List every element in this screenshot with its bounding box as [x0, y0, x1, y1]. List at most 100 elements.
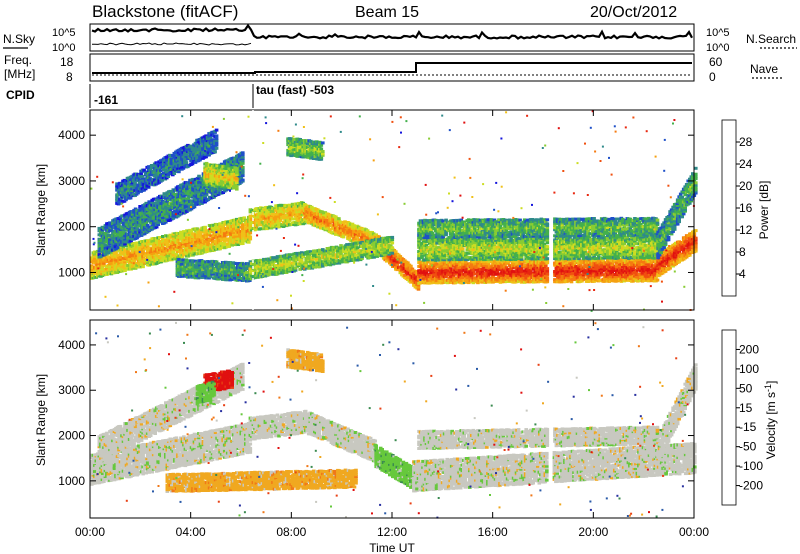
scatter-cell: [235, 217, 239, 221]
scatter-cell: [135, 251, 139, 255]
scatter-cell: [168, 256, 173, 260]
scatter-cell: [159, 241, 164, 245]
scatter-cell: [118, 257, 123, 261]
scatter-cell: [108, 264, 112, 268]
scatter-cell: [278, 218, 283, 222]
scatter-cell: [473, 272, 477, 276]
scatter-cell: [195, 242, 200, 246]
scatter-cell: [188, 228, 192, 232]
scatter-cell: [135, 241, 139, 245]
scatter-cell: [90, 264, 94, 268]
scatter-cell: [188, 251, 192, 255]
noise-sky-trace: [91, 23, 693, 40]
scatter-cell: [120, 263, 124, 267]
scatter-cell: [91, 274, 96, 278]
scatter-cell: [218, 222, 222, 226]
scatter-cell: [161, 235, 165, 238]
scatter-cell: [189, 230, 194, 234]
freq-label: Freq.: [4, 53, 32, 67]
scatter-cell: [210, 229, 215, 233]
scatter-cell: [133, 261, 138, 265]
scatter-cell: [200, 243, 204, 247]
scatter-cell: [115, 246, 120, 250]
scatter-cell: [235, 167, 239, 171]
scatter-cell: [235, 184, 239, 188]
scatter-cell: [235, 187, 239, 191]
scatter-cell: [218, 224, 222, 228]
scatter-cell: [194, 245, 198, 249]
scatter-cell: [214, 146, 219, 150]
scatter-cell: [123, 266, 127, 270]
scatter-cell: [105, 260, 109, 264]
scatter-cell: [144, 247, 148, 250]
scatter-cell: [127, 251, 132, 255]
scatter-cell: [231, 237, 236, 241]
scatter-cell: [100, 270, 105, 274]
scatter-cell: [109, 228, 114, 232]
scatter-cell: [130, 242, 135, 245]
scatter-cell: [142, 168, 146, 172]
scatter-cell: [171, 249, 176, 253]
scatter-cell: [154, 241, 159, 245]
scatter-cell: [147, 254, 151, 258]
scatter-cell: [227, 245, 231, 248]
scatter-cell: [204, 235, 209, 239]
nave-label: Nave: [750, 62, 778, 76]
scatter-cell: [180, 243, 185, 246]
scatter-cell: [241, 161, 245, 165]
scatter-cell: [106, 270, 111, 274]
scatter-cell: [173, 243, 177, 246]
cpid-segment-1: -161: [94, 93, 118, 107]
scatter-cell: [118, 255, 123, 259]
scatter-cell: [136, 255, 141, 259]
scatter-cell: [197, 243, 201, 247]
scatter-cell: [138, 253, 142, 257]
scatter-cell: [118, 259, 123, 263]
scatter-cell: [201, 260, 205, 264]
scatter-cell: [126, 263, 130, 267]
scatter-cell: [90, 267, 94, 271]
scatter-cell: [140, 175, 145, 178]
cpid-panel: CPID -161 tau (fast) -503: [6, 83, 334, 108]
scatter-cell: [158, 246, 162, 250]
scatter-cell: [241, 178, 245, 182]
scatter-cell: [142, 257, 147, 261]
scatter-cell: [221, 225, 225, 228]
frequency-panel: Freq. [MHz] 18 8 60 0 Nave: [4, 53, 782, 84]
noise-left-tick-top: 10^5: [52, 27, 76, 39]
noise-left-label: N.Sky: [3, 32, 35, 46]
scatter-cell: [183, 238, 188, 241]
frequency-trace: [92, 62, 692, 74]
scatter-cell: [159, 254, 164, 258]
scatter-cell: [185, 252, 189, 256]
nave-tick-bottom: 0: [709, 70, 716, 84]
scatter-cell: [241, 151, 245, 155]
scatter-cell: [124, 255, 129, 259]
scatter-cell: [195, 229, 200, 233]
scatter-cell: [167, 243, 171, 247]
scatter-cell: [102, 261, 106, 265]
scatter-cell: [231, 233, 236, 237]
scatter-cell: [235, 177, 239, 181]
scatter-cell: [214, 134, 219, 138]
scatter-cell: [133, 243, 138, 247]
scatter-cell: [156, 254, 160, 258]
noise-right-label: N.Search: [746, 32, 796, 46]
scatter-cell: [213, 150, 217, 154]
scatter-cell: [130, 252, 135, 256]
scatter-cell: [135, 249, 139, 252]
scatter-cell: [170, 239, 174, 243]
nave-tick-top: 60: [709, 55, 723, 69]
scatter-cell: [186, 244, 191, 248]
scatter-cell: [241, 174, 245, 178]
scatter-cell: [99, 268, 103, 271]
scatter-cell: [247, 240, 251, 244]
scatter-cell: [236, 228, 241, 232]
noise-right-tick-top: 10^5: [706, 27, 730, 39]
scatter-cell: [222, 231, 227, 235]
scatter-cell: [123, 269, 127, 273]
scatter-cell: [206, 245, 210, 249]
scatter-cell: [99, 257, 103, 261]
scatter-cell: [126, 242, 130, 246]
